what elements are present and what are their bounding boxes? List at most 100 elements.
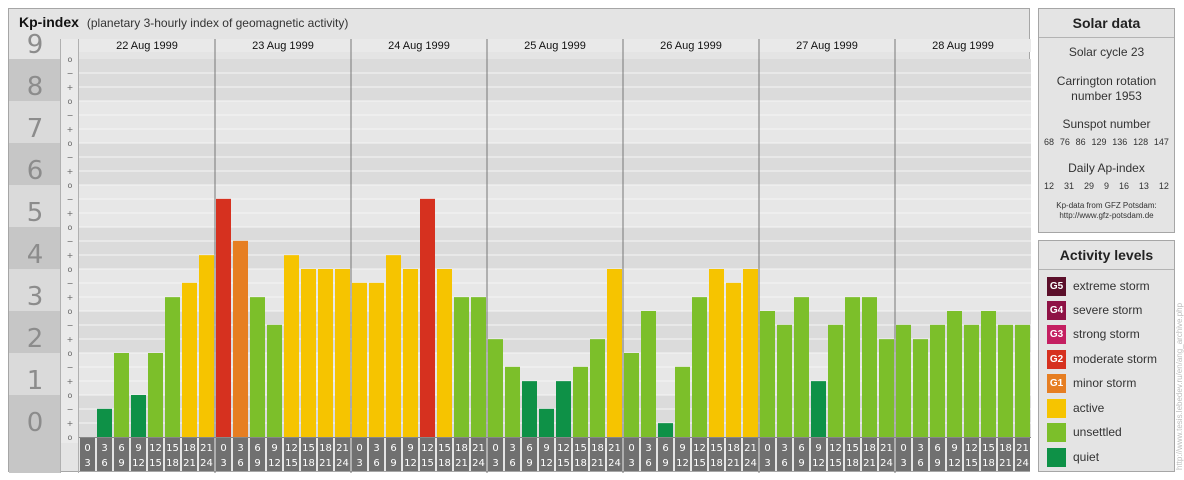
- sunspot-number-title: Sunspot number: [1062, 117, 1151, 131]
- interval-cell: [267, 438, 282, 471]
- interval-start-label: 0: [764, 443, 770, 454]
- interval-cell: [182, 438, 197, 471]
- chart-subtitle: (planetary 3-hourly index of geomagnetic…: [86, 16, 349, 30]
- legend-label: quiet: [1073, 450, 1100, 464]
- ap-value: 9: [1103, 181, 1109, 191]
- interval-cell: [947, 438, 962, 471]
- kp-bar: [896, 324, 911, 437]
- y-tick-label: 8: [27, 72, 44, 102]
- interval-start-label: 0: [220, 443, 226, 454]
- kp-bar: [998, 324, 1013, 437]
- interval-cell: [590, 438, 605, 471]
- interval-cell: [981, 438, 996, 471]
- y-minor-mark: −: [67, 279, 74, 288]
- interval-cell: [369, 438, 384, 471]
- legend-swatch: [1047, 398, 1066, 418]
- interval-start-label: 18: [183, 443, 196, 454]
- interval-cell: [998, 438, 1013, 471]
- legend-item-active: active: [1047, 398, 1104, 418]
- kp-bar: [828, 324, 843, 437]
- interval-cell: [607, 438, 622, 471]
- interval-end-label: 9: [390, 458, 396, 469]
- interval-end-label: 15: [557, 458, 570, 469]
- grid-band: [79, 59, 1031, 101]
- kp-bar: [624, 353, 639, 437]
- interval-start-label: 12: [693, 443, 706, 454]
- interval-cell: [896, 438, 911, 471]
- interval-cell: [709, 438, 724, 471]
- legend-item-moderate-storm: G2 moderate storm: [1047, 349, 1157, 369]
- kp-bar: [335, 269, 350, 437]
- legend-item-extreme-storm: G5 extreme storm: [1047, 276, 1150, 296]
- kp-bar-chart: 0123456789o+−o+−o+−o+−o+−o+−o+−o+−o+−o22…: [9, 30, 1031, 473]
- interval-start-label: 6: [798, 443, 804, 454]
- kp-bar: [369, 282, 384, 437]
- kp-bar: [318, 269, 333, 437]
- interval-end-label: 6: [101, 458, 107, 469]
- interval-start-label: 21: [472, 443, 485, 454]
- chart-title: Kp-index (planetary 3-hourly index of geo…: [19, 14, 348, 30]
- kp-bar: [352, 282, 367, 437]
- interval-cell: [80, 438, 95, 471]
- interval-end-label: 3: [356, 458, 362, 469]
- ap-value: 16: [1118, 181, 1129, 191]
- kp-bar: [131, 395, 146, 437]
- interval-cell: [131, 438, 146, 471]
- sunspot-value: 129: [1091, 137, 1107, 147]
- solar-cycle: Solar cycle 23: [1068, 45, 1145, 59]
- interval-start-label: 3: [781, 443, 787, 454]
- kp-bar: [488, 339, 503, 437]
- interval-end-label: 18: [302, 458, 315, 469]
- legend-item-minor-storm: G1 minor storm: [1047, 373, 1136, 393]
- interval-end-label: 12: [132, 458, 145, 469]
- y-tick-label: 5: [27, 198, 44, 228]
- kp-bar: [403, 269, 418, 437]
- sunspot-value: 68: [1044, 137, 1055, 147]
- interval-end-label: 12: [812, 458, 825, 469]
- interval-cell: [471, 438, 486, 471]
- legend-label: moderate storm: [1073, 352, 1158, 366]
- interval-cell: [556, 438, 571, 471]
- kp-bar: [216, 198, 231, 437]
- grid-band: [79, 143, 1031, 185]
- interval-end-label: 9: [662, 458, 668, 469]
- interval-cell: [165, 438, 180, 471]
- interval-end-label: 15: [965, 458, 978, 469]
- interval-start-label: 15: [302, 443, 315, 454]
- kp-bar: [233, 240, 248, 437]
- interval-start-label: 12: [829, 443, 842, 454]
- y-tick-label: 9: [27, 30, 44, 60]
- y-minor-mark: o: [68, 55, 73, 64]
- kp-bar: [386, 255, 401, 437]
- interval-cell: [539, 438, 554, 471]
- y-minor-mark: o: [68, 223, 73, 232]
- interval-start-label: 18: [455, 443, 468, 454]
- legend-item-unsettled: unsettled: [1047, 422, 1122, 442]
- sunspot-numbers: 68 76 86 129 136 128 147: [1039, 136, 1174, 148]
- kp-index-panel: Kp-index (planetary 3-hourly index of geo…: [8, 8, 1031, 473]
- interval-end-label: 15: [149, 458, 162, 469]
- kp-bar: [267, 324, 282, 437]
- y-axis-band: [9, 437, 60, 473]
- kp-bar: [607, 269, 622, 437]
- kp-bar: [981, 311, 996, 437]
- y-minor-mark: o: [68, 391, 73, 400]
- y-axis-band: [9, 143, 60, 185]
- interval-end-label: 9: [254, 458, 260, 469]
- interval-start-label: 21: [880, 443, 893, 454]
- interval-end-label: 21: [999, 458, 1012, 469]
- y-minor-mark: o: [68, 97, 73, 106]
- kp-bar: [794, 297, 809, 437]
- interval-end-label: 18: [846, 458, 859, 469]
- interval-start-label: 3: [237, 443, 243, 454]
- y-minor-mark: o: [68, 265, 73, 274]
- legend-swatch: G1: [1047, 373, 1066, 393]
- interval-start-label: 15: [710, 443, 723, 454]
- interval-start-label: 0: [628, 443, 634, 454]
- interval-end-label: 9: [526, 458, 532, 469]
- ap-value: 29: [1083, 181, 1094, 191]
- interval-cell: [114, 438, 129, 471]
- interval-cell: [1015, 438, 1030, 471]
- interval-start-label: 18: [319, 443, 332, 454]
- solar-data-panel: Solar data Solar cycle 23 Carrington rot…: [1038, 8, 1175, 233]
